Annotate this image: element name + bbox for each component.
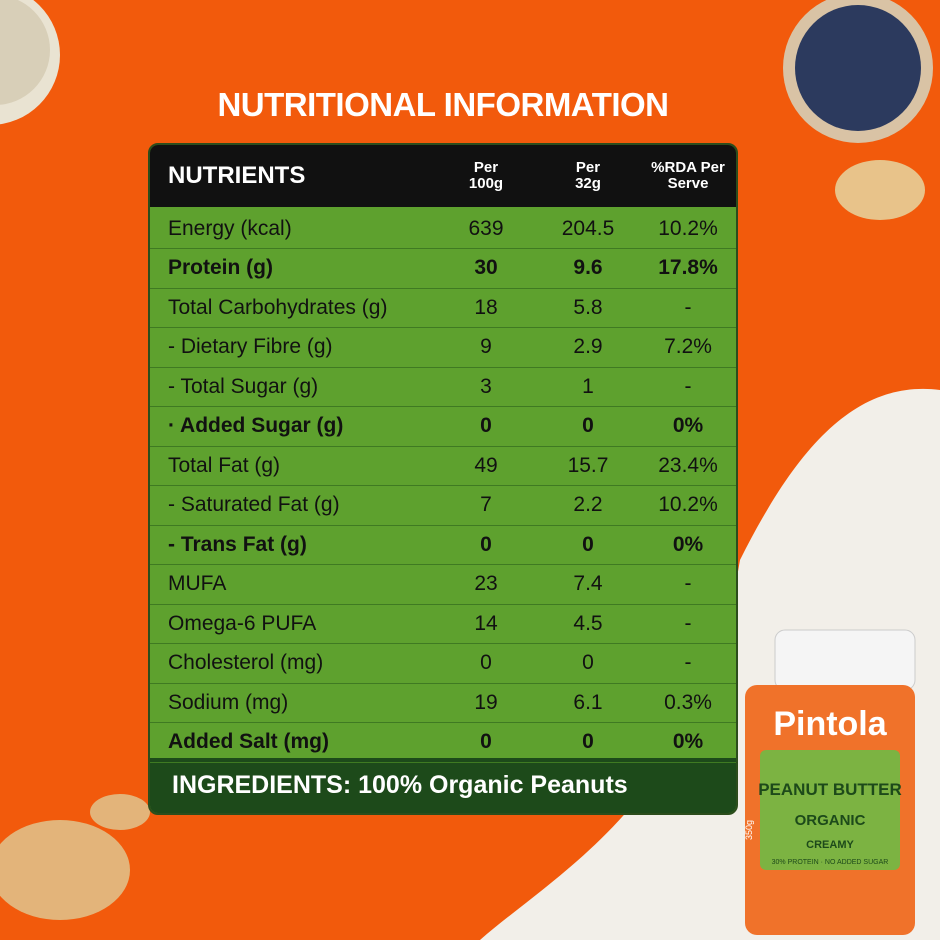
table-cell: - Total Sugar (g) bbox=[168, 374, 319, 398]
peanuts-left bbox=[0, 820, 130, 920]
rice-cake-inner bbox=[0, 0, 50, 105]
table-row: · Added Sugar (g) 0 0 0% bbox=[150, 407, 736, 447]
table-row: - Dietary Fibre (g) 9 2.9 7.2% bbox=[150, 328, 736, 368]
texture: CREAMY bbox=[806, 839, 854, 851]
header-cell: Per 100g bbox=[446, 145, 526, 207]
peanuts bbox=[835, 160, 925, 220]
title: NUTRITIONAL INFORMATION bbox=[217, 86, 669, 123]
table-row: - Total Sugar (g) 3 1 - bbox=[150, 367, 736, 407]
header-cell: %RDA Per Serve bbox=[638, 145, 736, 207]
header-row: NUTRIENTS Per 100g Per 32g %RDA Per Serve bbox=[150, 145, 736, 207]
table-cell: Total Carbohydrates (g) bbox=[168, 295, 388, 319]
table-cell: Omega-6 PUFA bbox=[168, 611, 317, 635]
table-cell: 23.4% bbox=[658, 453, 718, 477]
jar-lid bbox=[774, 629, 916, 691]
header-text: %RDA Per Serve bbox=[651, 159, 725, 192]
table-row: - Saturated Fat (g) 7 2.2 10.2% bbox=[150, 486, 736, 526]
nutrition-table: INGREDIENTS: 100% Organic Peanuts NUTRIE… bbox=[148, 143, 738, 815]
table-cell: 7.4 bbox=[573, 572, 603, 595]
table-cell: 18 bbox=[474, 295, 498, 319]
table-cell: 0 bbox=[582, 532, 594, 556]
table-cell: Added Salt (mg) bbox=[168, 730, 329, 753]
table-cell: 15.7 bbox=[567, 453, 609, 477]
variant: ORGANIC bbox=[795, 812, 866, 829]
table-cell: - Dietary Fibre (g) bbox=[168, 335, 333, 358]
table-cell: 0 bbox=[480, 651, 492, 674]
header-cell: Per 32g bbox=[548, 145, 628, 207]
table-cell: Cholesterol (mg) bbox=[168, 651, 324, 674]
table-cell: Total Fat (g) bbox=[168, 453, 281, 477]
table-cell: 639 bbox=[468, 216, 504, 240]
table-cell: 204.5 bbox=[561, 216, 615, 240]
table-cell: 49 bbox=[474, 453, 498, 477]
table-row: Total Carbohydrates (g) 18 5.8 - bbox=[150, 288, 736, 328]
table-cell: 6.1 bbox=[573, 690, 603, 714]
table-cell: 7 bbox=[480, 493, 492, 516]
table-row: Sodium (mg) 19 6.1 0.3% bbox=[150, 683, 736, 723]
table-cell: 0 bbox=[480, 730, 492, 753]
ingredients: INGREDIENTS: 100% Organic Peanuts bbox=[150, 758, 736, 813]
table-cell: 9 bbox=[480, 335, 492, 358]
header-text: NUTRIENTS bbox=[168, 162, 306, 189]
weight: 350g bbox=[744, 820, 754, 840]
table-cell: · Added Sugar (g) bbox=[168, 414, 344, 437]
table-cell: 4.5 bbox=[573, 611, 603, 635]
table-row: Added Salt (mg) 0 0 0% bbox=[150, 723, 736, 763]
table-row: Omega-6 PUFA 14 4.5 - bbox=[150, 604, 736, 644]
table-cell: 0.3% bbox=[664, 690, 712, 714]
table-cell: 9.6 bbox=[573, 256, 603, 279]
table-cell: - bbox=[684, 651, 692, 674]
table-cell: - bbox=[684, 572, 692, 595]
table-cell: 10.2% bbox=[658, 216, 718, 240]
table-cell: 0 bbox=[480, 414, 492, 437]
jar-label bbox=[760, 750, 900, 870]
table-cell: Energy (kcal) bbox=[168, 216, 292, 240]
table-cell: 0 bbox=[582, 414, 594, 437]
table-cell: - Trans Fat (g) bbox=[168, 532, 307, 556]
table-cell: Sodium (mg) bbox=[168, 690, 289, 714]
table-cell: 0% bbox=[672, 532, 704, 556]
table-cell: 0 bbox=[582, 651, 594, 674]
table-row: Total Fat (g) 49 15.7 23.4% bbox=[150, 446, 736, 486]
table-cell: 7.2% bbox=[664, 335, 712, 358]
table-cell: - Saturated Fat (g) bbox=[168, 493, 340, 516]
table-cell: - bbox=[684, 611, 692, 635]
table-cell: 14 bbox=[474, 611, 498, 635]
table-cell: 19 bbox=[474, 690, 498, 714]
table-cell: 1 bbox=[582, 374, 594, 398]
product-name: PEANUT BUTTER bbox=[758, 780, 902, 799]
header-text: Per 32g bbox=[575, 159, 601, 192]
table-cell: 2.9 bbox=[573, 335, 603, 358]
table-cell: 0% bbox=[672, 730, 704, 753]
table-cell: - bbox=[684, 295, 692, 319]
table-row: Energy (kcal) 639 204.5 10.2% bbox=[150, 209, 736, 249]
header-cell: NUTRIENTS bbox=[168, 145, 305, 207]
table-cell: 3 bbox=[480, 374, 492, 398]
table-cell: MUFA bbox=[168, 572, 227, 595]
table-cell: 0 bbox=[582, 730, 594, 753]
table-cell: 0 bbox=[480, 532, 492, 556]
table-cell: - bbox=[684, 374, 692, 398]
table-row: Cholesterol (mg) 0 0 - bbox=[150, 644, 736, 684]
table-cell: 2.2 bbox=[573, 493, 603, 516]
brand: Pintola bbox=[773, 705, 887, 743]
table-cell: 10.2% bbox=[658, 493, 718, 516]
table-row: Protein (g) 30 9.6 17.8% bbox=[150, 249, 736, 289]
table-cell: 0% bbox=[672, 414, 704, 437]
table-cell: 23 bbox=[474, 572, 498, 595]
table-cell: Protein (g) bbox=[168, 256, 273, 279]
table-row: MUFA 23 7.4 - bbox=[150, 565, 736, 605]
table-cell: 17.8% bbox=[658, 256, 718, 279]
blueberries bbox=[795, 5, 921, 131]
table-row: - Trans Fat (g) 0 0 0% bbox=[150, 525, 736, 565]
peanut bbox=[90, 794, 150, 830]
table-cell: 5.8 bbox=[573, 295, 603, 319]
claim: 30% PROTEIN · NO ADDED SUGAR bbox=[772, 859, 889, 866]
table-cell: 30 bbox=[474, 256, 498, 279]
header-text: Per 100g bbox=[468, 159, 504, 192]
